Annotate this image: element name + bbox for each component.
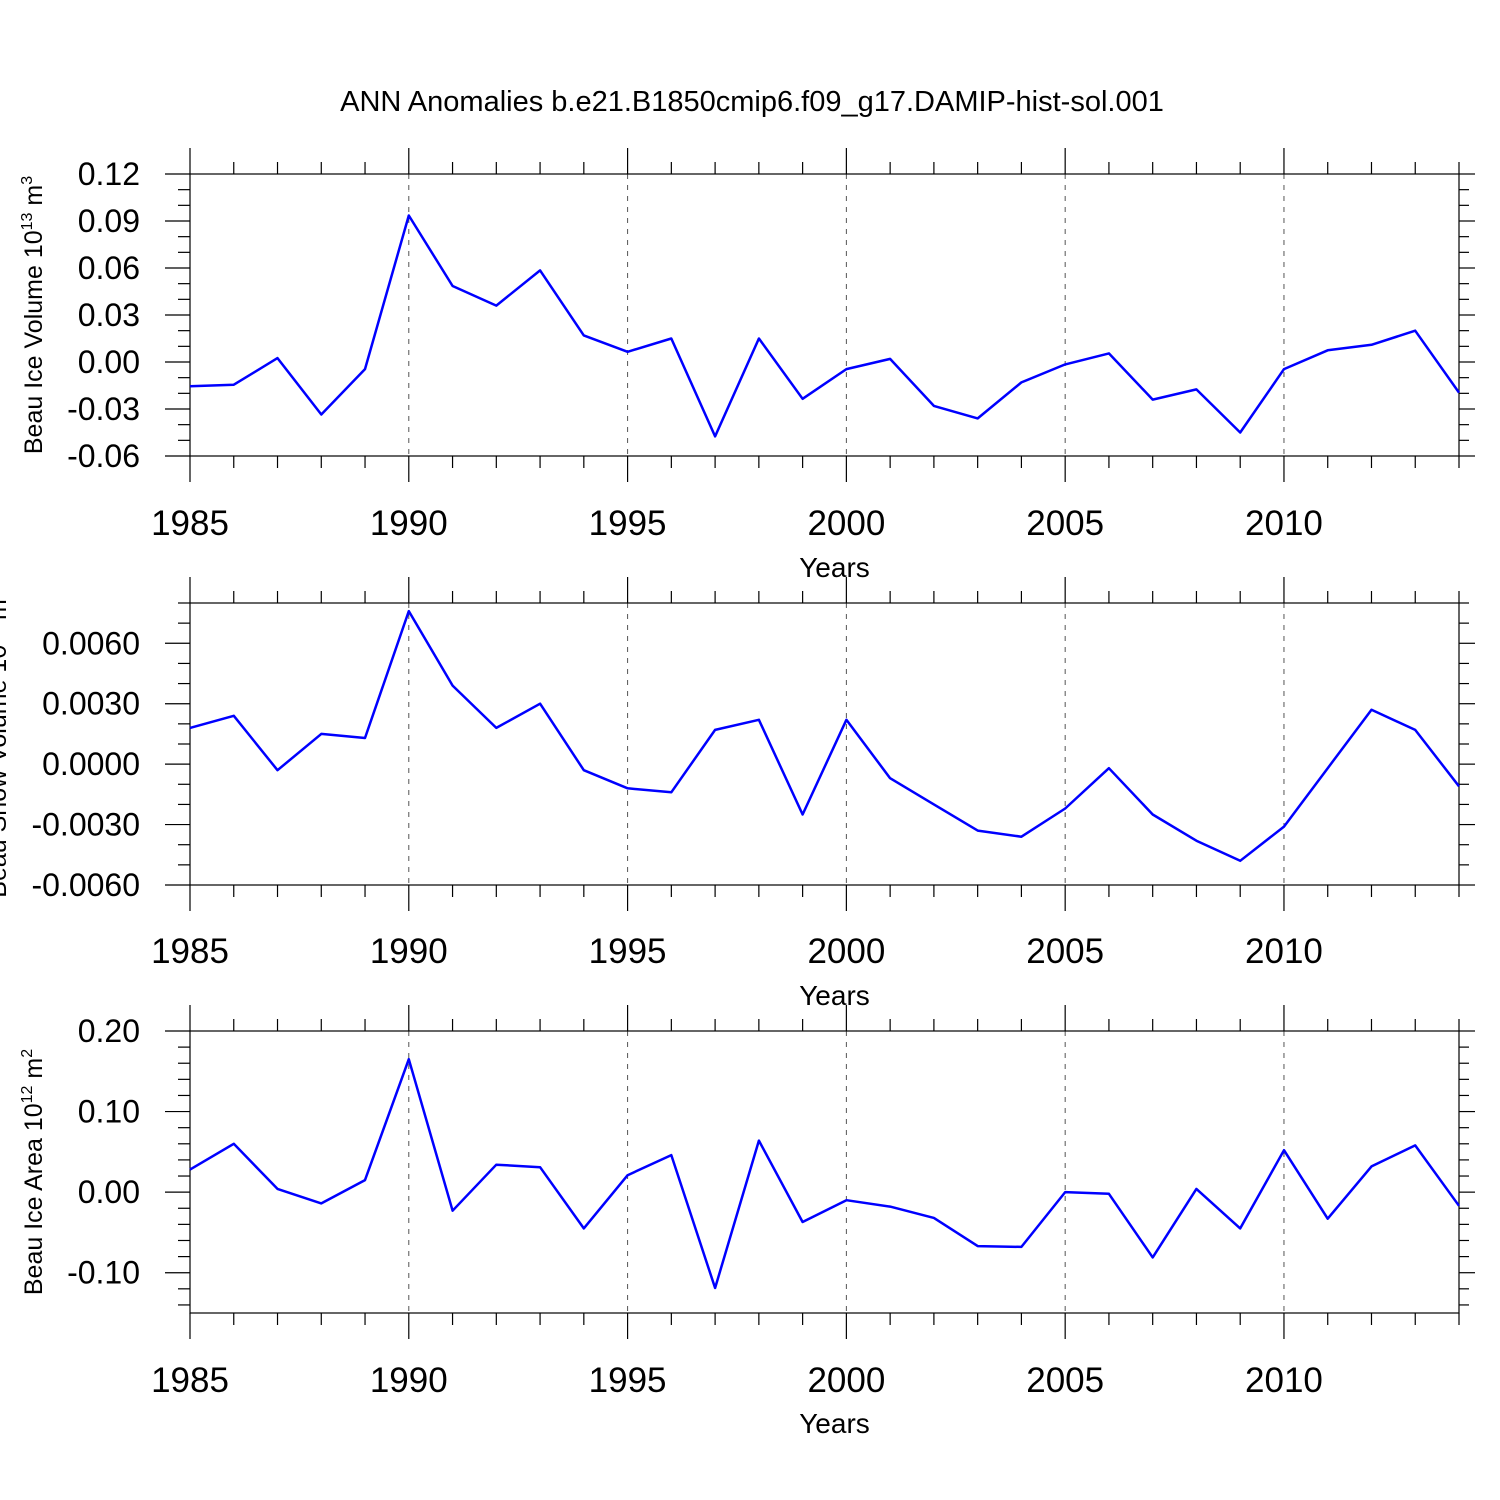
chart-panel-2: 1985 1990 1995 2000 2005 2010 -0.0060 -0.0030 0.… xyxy=(0,577,1475,1011)
x-axis-label: Years xyxy=(799,552,870,583)
y-axis-label-text: Beau Ice Volume 10 xyxy=(20,230,48,454)
series-line-1 xyxy=(189,1057,1461,1290)
y-tick-label: 0.0060 xyxy=(42,625,140,661)
y-tick-label: 0.00 xyxy=(78,1174,140,1210)
x-tick-label: 2010 xyxy=(1245,1361,1323,1400)
plot-frame xyxy=(189,1030,1460,1314)
y-tick-label: 0.0000 xyxy=(42,746,140,782)
y-tick-label: -0.03 xyxy=(67,391,140,427)
y-tick-label: 0.0030 xyxy=(42,686,140,722)
plot-frame xyxy=(189,602,1460,886)
x-tick-label: 2005 xyxy=(1026,1361,1104,1400)
y-axis-label-exponent: 13 xyxy=(19,212,36,230)
x-tick-label: 1985 xyxy=(151,932,229,971)
x-tick-label: 1990 xyxy=(370,504,448,543)
y-tick-label: 0.03 xyxy=(78,297,140,333)
figure-title: ANN Anomalies b.e21.B1850cmip6.f09_g17.D… xyxy=(340,86,1164,118)
x-tick-label: 2010 xyxy=(1245,504,1323,543)
chart-panel-3: 1985 1990 1995 2000 2005 2010 -0.10 0.00 0.10 0.2… xyxy=(19,1005,1475,1439)
panels: 1985 1990 1995 2000 2005 2010 -0.06 -0.03 0.00 0.… xyxy=(0,148,1475,1439)
y-tick-label: 0.10 xyxy=(78,1094,140,1130)
y-tick-label: 0.00 xyxy=(78,344,140,380)
x-tick-label: 2005 xyxy=(1026,932,1104,971)
y-tick-label: 0.09 xyxy=(78,203,140,239)
y-axis-label-unit-exponent: 3 xyxy=(19,176,36,185)
y-tick-label: 0.06 xyxy=(78,250,140,286)
x-tick-label: 1985 xyxy=(151,1361,229,1400)
y-tick-label: 0.12 xyxy=(78,156,140,192)
y-axis-label-unit: m xyxy=(20,185,48,213)
x-tick-label: 2005 xyxy=(1026,504,1104,543)
series-line-1 xyxy=(189,609,1460,863)
y-tick-label: -0.06 xyxy=(67,438,140,474)
x-tick-label: 1990 xyxy=(370,932,448,971)
y-tick-label: 0.20 xyxy=(78,1013,140,1049)
y-axis-label-unit: m xyxy=(20,1058,48,1086)
chart-panel-1: 1985 1990 1995 2000 2005 2010 -0.06 -0.03 0.00 0.… xyxy=(19,148,1475,583)
y-axis-label-text: Beau Snow Volume 10 xyxy=(0,645,12,898)
x-tick-label: 1985 xyxy=(151,504,229,543)
x-tick-label: 2000 xyxy=(807,932,885,971)
y-axis-label: Beau Ice Volume 1013 m3 xyxy=(19,176,48,454)
y-axis-label-unit-exponent: 2 xyxy=(19,1049,36,1058)
x-tick-label: 1990 xyxy=(370,1361,448,1400)
x-tick-label: 2000 xyxy=(807,1361,885,1400)
y-tick-label: -0.0060 xyxy=(31,867,140,903)
y-axis-label-exponent: 12 xyxy=(19,1085,36,1103)
y-axis-label: Beau Ice Area 1012 m2 xyxy=(19,1049,48,1295)
y-tick-label: -0.0030 xyxy=(31,807,140,843)
x-axis-label: Years xyxy=(799,980,870,1011)
x-tick-label: 2000 xyxy=(807,504,885,543)
y-axis-label: Beau Snow Volume 1013 m3 xyxy=(0,590,12,898)
y-axis-label-unit: m xyxy=(0,599,12,627)
x-tick-label: 1995 xyxy=(589,1361,667,1400)
x-tick-label: 1995 xyxy=(589,932,667,971)
y-axis-label-text: Beau Ice Area 10 xyxy=(20,1103,48,1295)
x-tick-label: 2010 xyxy=(1245,932,1323,971)
y-tick-label: -0.10 xyxy=(67,1255,140,1291)
series-line-1 xyxy=(189,214,1461,438)
x-tick-label: 1995 xyxy=(589,504,667,543)
x-axis-label: Years xyxy=(799,1408,870,1439)
